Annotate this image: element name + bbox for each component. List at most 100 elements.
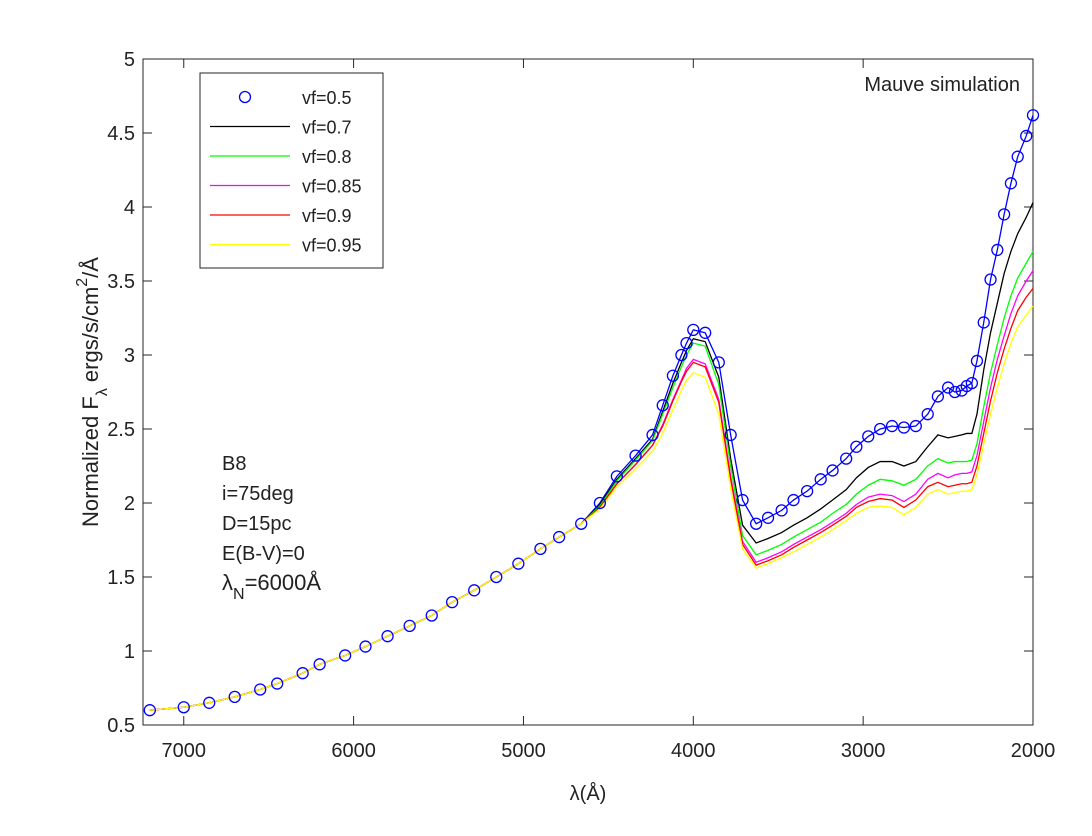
x-tick-label: 4000 xyxy=(671,740,716,762)
annotation: i=75deg xyxy=(222,483,294,505)
data-point xyxy=(814,473,827,486)
data-point xyxy=(296,667,309,680)
data-point xyxy=(977,316,990,329)
data-point xyxy=(425,609,438,622)
data-point xyxy=(800,485,814,498)
data-point xyxy=(593,496,607,510)
data-point xyxy=(534,542,547,556)
legend: vf=0.5 vf=0.7 vf=0.8 vf=0.85 vf=0.9 vf=0.95 xyxy=(199,72,384,269)
data-point xyxy=(873,422,887,436)
annotation-part: =6000Å xyxy=(245,570,322,595)
y-tick-label: 2.5 xyxy=(107,419,135,441)
data-point xyxy=(143,704,156,717)
data-point xyxy=(984,273,997,286)
annotation: D=15pc xyxy=(222,513,292,535)
legend-label: vf=0.7 xyxy=(302,118,352,138)
data-point xyxy=(736,493,749,507)
data-point xyxy=(254,683,267,696)
data-point xyxy=(203,696,216,709)
y-axis-label-part: /Å xyxy=(78,257,103,278)
y-tick-label: 3.5 xyxy=(107,271,135,293)
data-point xyxy=(787,493,800,507)
data-point xyxy=(468,584,481,597)
legend-label: vf=0.8 xyxy=(302,147,352,167)
data-point xyxy=(862,430,875,443)
data-point xyxy=(313,658,326,671)
x-tick-label: 6000 xyxy=(331,740,376,762)
y-tick-label: 0.5 xyxy=(107,715,135,737)
annotation: B8 xyxy=(222,453,246,475)
x-axis-label: λ(Å) xyxy=(570,782,607,805)
data-point xyxy=(921,408,934,421)
y-tick-label: 3 xyxy=(124,345,135,367)
data-point xyxy=(1004,177,1018,190)
data-point xyxy=(724,428,737,442)
data-point xyxy=(490,570,503,584)
data-point xyxy=(965,376,979,390)
data-point xyxy=(552,530,566,544)
data-point xyxy=(712,356,725,369)
y-axis-label-part: 2 xyxy=(74,278,91,287)
data-point xyxy=(656,399,669,412)
data-point xyxy=(228,690,241,704)
data-point xyxy=(271,677,284,690)
data-point xyxy=(629,449,642,462)
data-point xyxy=(338,649,352,662)
data-point xyxy=(666,369,680,382)
data-point xyxy=(941,381,955,394)
data-point xyxy=(675,348,688,362)
legend-marker xyxy=(238,90,252,104)
data-point xyxy=(997,208,1011,221)
y-tick-label: 2 xyxy=(124,493,135,515)
data-point xyxy=(575,517,588,530)
annotation: Mauve simulation xyxy=(864,74,1020,96)
data-point xyxy=(885,419,899,433)
y-tick-label: 1 xyxy=(124,641,135,663)
data-point xyxy=(445,596,459,609)
series-line xyxy=(149,305,1034,711)
x-tick-label: 2000 xyxy=(1011,740,1056,762)
data-point xyxy=(897,421,911,434)
x-tick-label: 3000 xyxy=(841,740,886,762)
y-axis-label-part: λ xyxy=(94,388,111,396)
data-point xyxy=(909,419,922,433)
data-point xyxy=(1020,129,1033,143)
data-point xyxy=(177,701,190,714)
data-point xyxy=(850,440,863,453)
data-point xyxy=(840,452,853,465)
legend-box xyxy=(199,72,384,269)
y-tick-label: 4.5 xyxy=(107,123,135,145)
data-point xyxy=(775,504,788,517)
data-point xyxy=(948,385,962,399)
data-point xyxy=(512,557,525,570)
data-point xyxy=(1026,109,1040,122)
x-tick-label: 5000 xyxy=(501,740,546,762)
plot-frame xyxy=(142,58,1034,726)
data-point xyxy=(931,390,945,403)
data-point xyxy=(646,428,659,442)
y-axis-label: Normalized Fλ ergs/s/cm2/Å xyxy=(74,257,111,527)
annotation: E(B-V)=0 xyxy=(222,543,305,565)
data-point xyxy=(826,464,839,477)
legend-label: vf=0.5 xyxy=(302,88,352,108)
legend-label: vf=0.85 xyxy=(302,177,362,197)
y-tick-label: 1.5 xyxy=(107,567,135,589)
y-tick-label: 5 xyxy=(124,49,135,71)
data-point xyxy=(699,326,712,339)
data-point xyxy=(687,323,700,336)
data-point xyxy=(970,354,984,368)
data-point xyxy=(680,337,693,350)
annotation-part: λ xyxy=(222,570,233,595)
legend-label: vf=0.9 xyxy=(302,206,352,226)
data-point xyxy=(403,619,416,632)
y-axis-label-part: ergs/s/cm xyxy=(78,287,103,388)
data-point xyxy=(761,511,775,524)
legend-label: vf=0.95 xyxy=(302,236,362,256)
annotation: λN=6000Å xyxy=(222,570,321,603)
data-point xyxy=(749,517,763,530)
x-tick-label: 7000 xyxy=(162,740,207,762)
data-point xyxy=(1011,150,1024,163)
